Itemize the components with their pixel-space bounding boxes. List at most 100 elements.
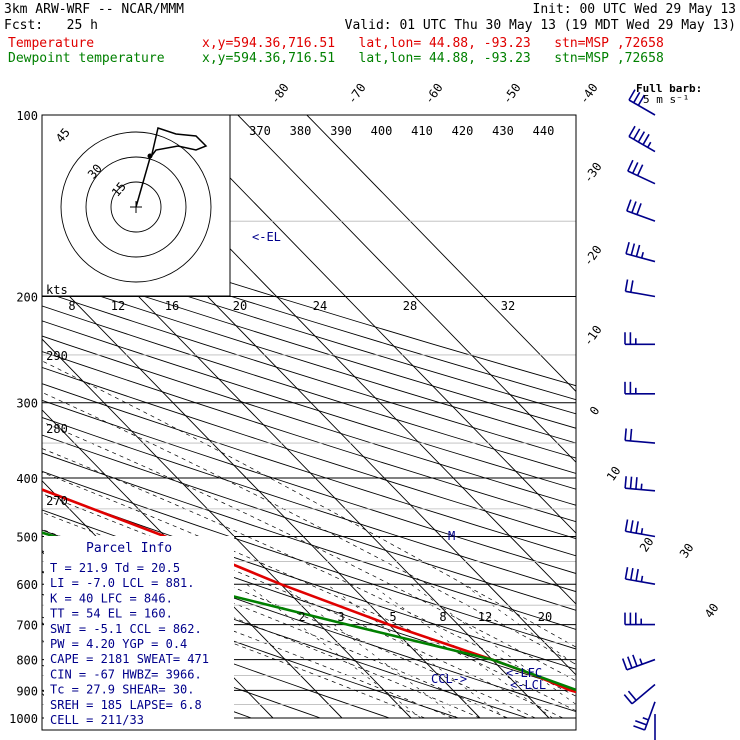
barb-flag xyxy=(628,125,636,138)
pressure-tick-label: 1000 xyxy=(9,712,38,726)
pressure-tick-label: 800 xyxy=(16,654,38,668)
barb-shaft xyxy=(643,701,656,731)
barb-flag xyxy=(624,279,629,292)
parcel-info-row: LI = -7.0 LCL = 881. xyxy=(50,576,195,590)
barb-flag xyxy=(629,280,634,293)
hodograph-trace xyxy=(135,127,208,208)
barb-shaft xyxy=(625,439,656,444)
isotherm-label: 30 xyxy=(677,541,697,561)
hodograph-speed-label: 8 xyxy=(68,299,75,313)
parcel-info-row: SWI = -5.1 CCL = 862. xyxy=(50,622,202,636)
parcel-info-row: T = 21.9 Td = 20.5 xyxy=(50,561,180,575)
hodograph-ring xyxy=(85,156,187,258)
parcel-info-title: Parcel Info xyxy=(86,541,172,556)
isotherm-label: -30 xyxy=(581,160,605,186)
wind-barb xyxy=(624,381,655,395)
barb-shaft xyxy=(627,170,656,185)
isotherm-label: 20 xyxy=(637,535,657,555)
mixing-ratio-line xyxy=(410,583,576,705)
pressure-tick-label: 300 xyxy=(16,397,38,411)
barb-shaft xyxy=(626,210,656,222)
dewpoint-location: x,y=594.36,716.51 lat,lon= 44.88, -93.23… xyxy=(202,51,664,66)
barb-half-flag xyxy=(640,483,643,490)
isotherm-label: -60 xyxy=(422,81,446,107)
barb-flag xyxy=(631,201,637,214)
wind-barb xyxy=(633,701,656,731)
pressure-tick-label: 900 xyxy=(16,684,38,698)
mixing-ratio-label: 20 xyxy=(538,610,552,624)
barb-half-flag xyxy=(640,575,644,582)
isotherm-label: 0 xyxy=(587,404,603,418)
barb-flag xyxy=(628,89,636,101)
isotherm-line xyxy=(306,115,576,393)
dry-adiabat-label: 290 xyxy=(46,349,68,363)
wind-barb xyxy=(624,332,655,346)
temperature-location: x,y=594.36,716.51 lat,lon= 44.88, -93.23… xyxy=(202,36,664,51)
moist-adiabat xyxy=(42,557,453,719)
barb-flag xyxy=(635,244,641,257)
wind-barb xyxy=(624,279,656,298)
wind-barb xyxy=(624,519,656,538)
barb-flag xyxy=(629,428,633,441)
parcel-info-row: K = 40 LFC = 846. xyxy=(50,591,173,605)
hodograph-units: kts xyxy=(46,283,68,297)
hodograph-speed-label: 24 xyxy=(313,299,327,313)
barb-flag xyxy=(626,199,632,212)
wind-barb xyxy=(624,567,656,586)
isotherm-label: -80 xyxy=(268,81,292,107)
barb-flag xyxy=(633,91,641,104)
moist-adiabat xyxy=(42,544,481,719)
barb-flag xyxy=(636,203,642,215)
wind-barb xyxy=(627,159,656,185)
barb-flag xyxy=(635,720,647,726)
temperature-legend: Temperature xyxy=(8,36,95,51)
lcl-label: <-LCL xyxy=(510,678,546,692)
barb-shaft xyxy=(625,487,656,492)
theta-e-label: 410 xyxy=(411,124,433,138)
wind-barb xyxy=(623,683,656,705)
barb-flag xyxy=(637,131,646,143)
barb-flag xyxy=(632,654,638,667)
barb-flag xyxy=(631,162,639,174)
isotherm-label: -20 xyxy=(581,243,605,269)
lfc-label: <-LFC xyxy=(506,666,542,680)
mixing-ratio-label: 5 xyxy=(389,610,396,624)
m-label: M xyxy=(448,529,455,543)
theta-e-label: 390 xyxy=(330,124,352,138)
barb-half-flag xyxy=(640,251,644,259)
hodograph-point xyxy=(147,153,153,159)
theta-e-label: 380 xyxy=(290,124,312,138)
theta-e-label: 440 xyxy=(533,124,555,138)
parcel-info-row: TT = 54 EL = 160. xyxy=(50,607,173,621)
hodograph-speed-label: 12 xyxy=(111,299,125,313)
barb-shaft xyxy=(631,683,656,705)
barb-flag xyxy=(621,658,628,671)
parcel-info-box: Parcel Info T = 21.9 Td = 20.5LI = -7.0 … xyxy=(44,536,234,727)
barb-flag xyxy=(627,656,633,669)
wind-barb xyxy=(654,714,656,740)
theta-e-label: 370 xyxy=(249,124,271,138)
pressure-tick-label: 600 xyxy=(16,578,38,592)
hodograph-speed-label: 28 xyxy=(403,299,417,313)
barb-flag xyxy=(627,159,634,172)
barb-flag xyxy=(629,476,633,489)
barb-flag xyxy=(624,476,627,489)
theta-e-label: 400 xyxy=(371,124,393,138)
barb-shaft xyxy=(628,135,656,153)
theta-e-label: 430 xyxy=(492,124,514,138)
barb-shaft xyxy=(626,658,656,671)
mixing-ratio-label: 12 xyxy=(478,610,492,624)
isotherm-label: -50 xyxy=(500,81,524,107)
barb-flag xyxy=(625,241,630,254)
init-time: Init: 00 UTC Wed 29 May 13 xyxy=(532,2,737,17)
mixing-ratio-label: 8 xyxy=(439,610,446,624)
barb-flag xyxy=(629,567,634,581)
valid-time: Valid: 01 UTC Thu 30 May 13 (19 MDT Wed … xyxy=(344,18,736,33)
isotherm-label: -10 xyxy=(581,323,605,349)
barb-shaft xyxy=(625,578,656,586)
pressure-tick-label: 500 xyxy=(16,530,38,544)
full-barb-unit: 5 m s⁻¹ xyxy=(643,93,689,106)
pressure-tick-label: 200 xyxy=(16,291,38,305)
